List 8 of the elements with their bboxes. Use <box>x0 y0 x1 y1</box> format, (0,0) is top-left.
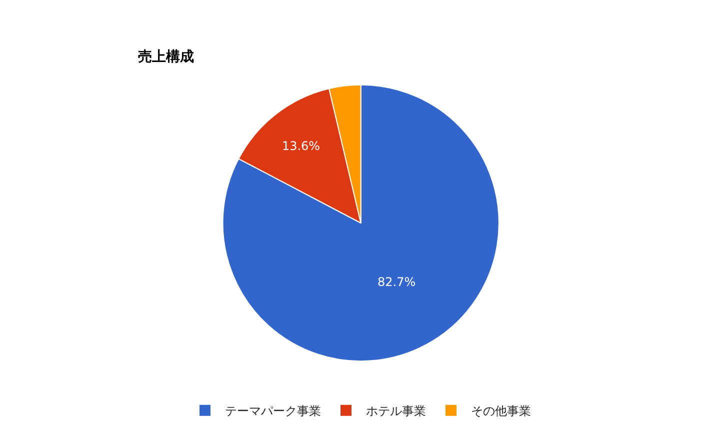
pie-slice <box>222 84 500 362</box>
chart-title: 売上構成 <box>138 48 194 65</box>
data-label: 82.7% <box>378 275 416 290</box>
legend-label: ホテル事業 <box>366 404 426 418</box>
legend-label: テーマパーク事業 <box>225 404 321 418</box>
pie-slice <box>238 88 362 224</box>
data-label: 13.6% <box>282 138 320 153</box>
legend-label: その他事業 <box>471 404 531 418</box>
